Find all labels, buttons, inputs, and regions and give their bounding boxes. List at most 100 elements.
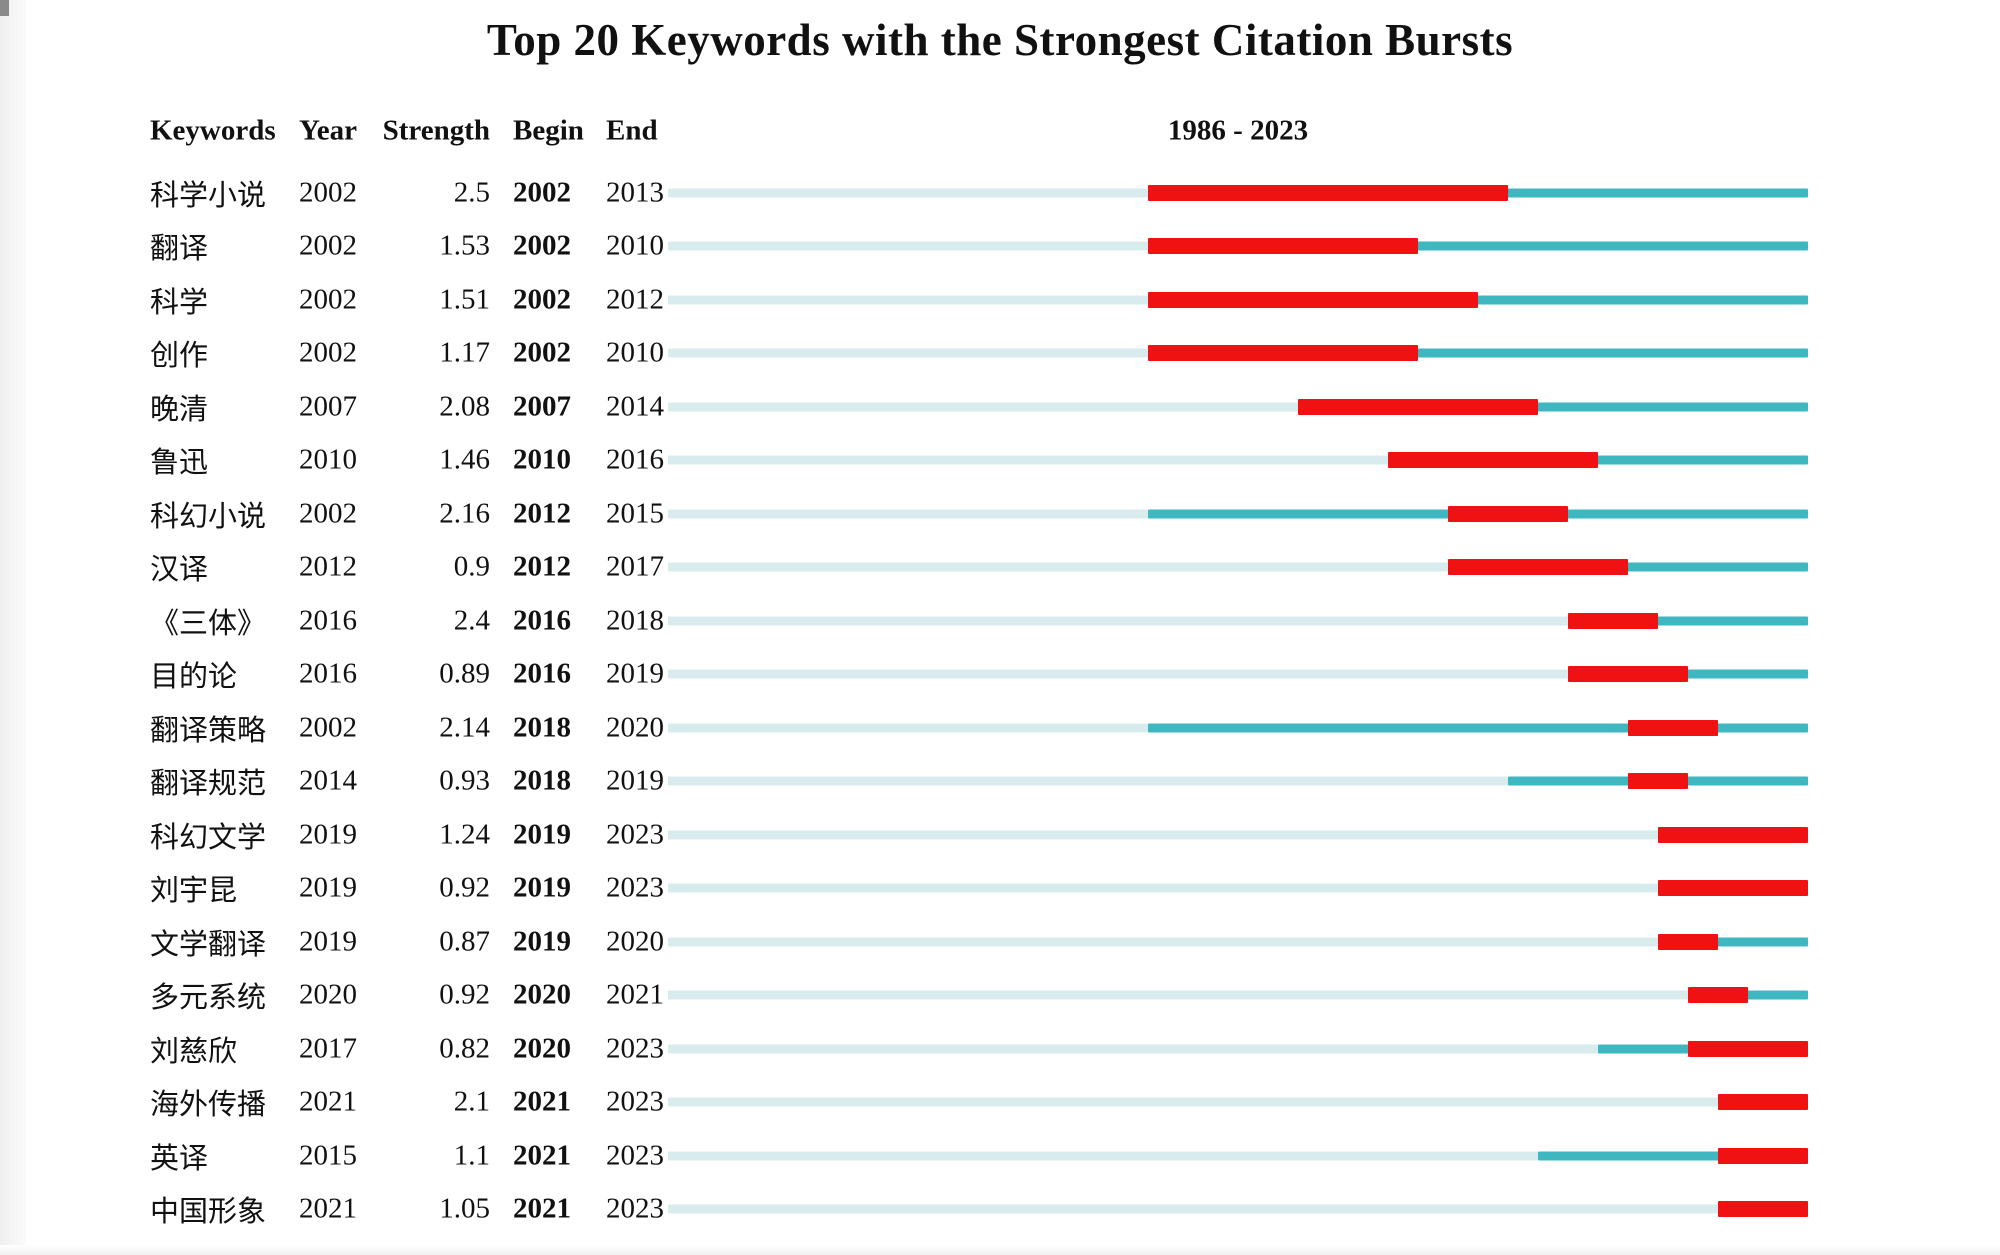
pre-appearance-segment — [668, 669, 1568, 679]
pre-appearance-segment — [668, 1044, 1598, 1054]
active-segment — [1298, 402, 1808, 412]
keyword-cell: 刘慈欣 — [150, 1035, 238, 1068]
strength-cell: 1.53 — [439, 229, 490, 262]
year-cell: 2002 — [299, 176, 357, 209]
active-segment — [1538, 1151, 1808, 1161]
end-cell: 2016 — [606, 443, 664, 476]
year-cell: 2020 — [299, 978, 357, 1011]
pre-appearance-segment — [668, 723, 1148, 733]
burst-timeline-bar — [668, 808, 1808, 862]
strength-cell: 2.5 — [453, 176, 490, 209]
begin-cell: 2002 — [513, 176, 571, 209]
pre-appearance-segment — [668, 1097, 1718, 1107]
keyword-cell: 《三体》 — [150, 607, 267, 640]
keyword-cell: 中国形象 — [150, 1196, 267, 1229]
end-cell: 2010 — [606, 229, 664, 262]
burst-segment — [1658, 826, 1808, 843]
end-cell: 2023 — [606, 1139, 664, 1172]
strength-cell: 2.16 — [439, 497, 490, 530]
year-cell: 2007 — [299, 390, 357, 423]
pre-appearance-segment — [668, 402, 1298, 412]
keyword-cell: 科学小说 — [150, 179, 267, 212]
column-header-end: End — [606, 114, 658, 147]
table-row: 英译 2015 1.1 2021 2023 — [0, 1129, 2000, 1183]
burst-segment — [1388, 452, 1598, 469]
strength-cell: 1.17 — [439, 336, 490, 369]
end-cell: 2020 — [606, 711, 664, 744]
year-cell: 2015 — [299, 1139, 357, 1172]
table-row: 《三体》 2016 2.4 2016 2018 — [0, 594, 2000, 648]
begin-cell: 2021 — [513, 1192, 571, 1225]
strength-cell: 2.4 — [453, 604, 490, 637]
pre-appearance-segment — [668, 295, 1148, 305]
table-row: 晚清 2007 2.08 2007 2014 — [0, 380, 2000, 434]
pre-appearance-segment — [668, 990, 1688, 1000]
burst-timeline-bar — [668, 487, 1808, 541]
burst-segment — [1567, 666, 1688, 683]
begin-cell: 2021 — [513, 1085, 571, 1118]
begin-cell: 2012 — [513, 497, 571, 530]
keyword-cell: 英译 — [150, 1142, 209, 1175]
year-cell: 2016 — [299, 604, 357, 637]
begin-cell: 2002 — [513, 283, 571, 316]
strength-cell: 1.05 — [439, 1192, 490, 1225]
table-row: 翻译策略 2002 2.14 2018 2020 — [0, 701, 2000, 755]
strength-cell: 0.89 — [439, 657, 490, 690]
table-row: 科幻小说 2002 2.16 2012 2015 — [0, 487, 2000, 541]
begin-cell: 2021 — [513, 1139, 571, 1172]
begin-cell: 2016 — [513, 657, 571, 690]
year-cell: 2002 — [299, 497, 357, 530]
table-row: 汉译 2012 0.9 2012 2017 — [0, 541, 2000, 595]
burst-segment — [1148, 184, 1508, 201]
begin-cell: 2002 — [513, 336, 571, 369]
strength-cell: 0.82 — [439, 1032, 490, 1065]
year-cell: 2019 — [299, 925, 357, 958]
begin-cell: 2007 — [513, 390, 571, 423]
keyword-cell: 文学翻译 — [150, 928, 267, 961]
active-segment — [1148, 241, 1808, 251]
burst-timeline-bar — [668, 755, 1808, 809]
end-cell: 2023 — [606, 1085, 664, 1118]
active-segment — [1658, 937, 1808, 947]
keyword-cell: 翻译规范 — [150, 768, 267, 801]
table-row: 海外传播 2021 2.1 2021 2023 — [0, 1076, 2000, 1130]
year-cell: 2014 — [299, 764, 357, 797]
year-cell: 2016 — [299, 657, 357, 690]
burst-timeline-bar — [668, 701, 1808, 755]
burst-timeline-bar — [668, 541, 1808, 595]
year-cell: 2002 — [299, 711, 357, 744]
column-header-strength: Strength — [382, 114, 490, 147]
pre-appearance-segment — [668, 776, 1508, 786]
table-row: 科学 2002 1.51 2002 2012 — [0, 273, 2000, 327]
burst-segment — [1718, 1201, 1808, 1218]
year-cell: 2021 — [299, 1192, 357, 1225]
table-row: 刘宇昆 2019 0.92 2019 2023 — [0, 862, 2000, 916]
pre-appearance-segment — [668, 455, 1388, 465]
table-row: 创作 2002 1.17 2002 2010 — [0, 327, 2000, 381]
keyword-cell: 科学 — [150, 286, 209, 319]
table-row: 文学翻译 2019 0.87 2019 2020 — [0, 915, 2000, 969]
keyword-cell: 科幻小说 — [150, 500, 267, 533]
pre-appearance-segment — [668, 188, 1148, 198]
end-cell: 2019 — [606, 657, 664, 690]
begin-cell: 2010 — [513, 443, 571, 476]
begin-cell: 2002 — [513, 229, 571, 262]
begin-cell: 2019 — [513, 818, 571, 851]
year-cell: 2002 — [299, 283, 357, 316]
year-cell: 2017 — [299, 1032, 357, 1065]
pre-appearance-segment — [668, 241, 1148, 251]
column-header-begin: Begin — [513, 114, 584, 147]
table-row: 翻译规范 2014 0.93 2018 2019 — [0, 755, 2000, 809]
table-row: 中国形象 2021 1.05 2021 2023 — [0, 1183, 2000, 1237]
begin-cell: 2018 — [513, 711, 571, 744]
year-cell: 2019 — [299, 818, 357, 851]
burst-segment — [1298, 398, 1538, 415]
table-row: 刘慈欣 2017 0.82 2020 2023 — [0, 1022, 2000, 1076]
keyword-cell: 创作 — [150, 340, 209, 373]
year-cell: 2019 — [299, 871, 357, 904]
burst-timeline-bar — [668, 1022, 1808, 1076]
burst-timeline-bar — [668, 648, 1808, 702]
column-header-year: Year — [299, 114, 357, 147]
burst-segment — [1628, 773, 1688, 790]
